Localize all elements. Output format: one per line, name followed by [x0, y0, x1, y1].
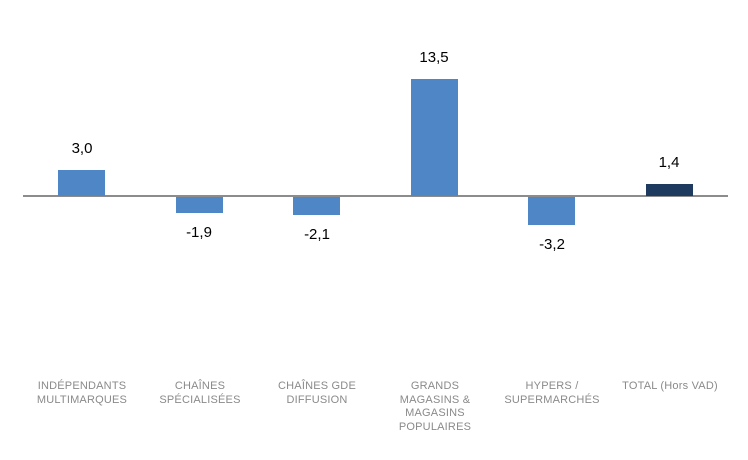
category-label: GRANDS MAGASINS & MAGASINS POPULAIRES — [376, 380, 494, 434]
value-label: -2,1 — [304, 226, 330, 243]
category-label-line: INDÉPENDANTS — [37, 380, 127, 392]
value-label: 1,4 — [658, 154, 680, 171]
category-label-line: TOTAL (Hors VAD) — [622, 380, 718, 392]
category-label: INDÉPENDANTS MULTIMARQUES — [23, 380, 141, 407]
category-label-line: SUPERMARCHÉS — [504, 393, 600, 406]
category-label-line: MAGASINS & — [399, 393, 471, 406]
category-label: CHAÎNES GDE DIFFUSION — [258, 380, 376, 407]
value-label: 3,0 — [71, 140, 93, 157]
category-label-line: HYPERS / — [525, 380, 579, 392]
bar — [176, 197, 223, 213]
category-label-line: CHAÎNES — [174, 380, 226, 392]
category-label-line: DIFFUSION — [286, 393, 348, 406]
category-label-line: MAGASINS — [405, 407, 465, 419]
category-label: TOTAL (Hors VAD) — [611, 380, 729, 394]
category-label-line: POPULAIRES — [398, 420, 472, 433]
bar — [646, 184, 693, 196]
bar — [411, 79, 458, 196]
x-axis-line — [23, 195, 728, 197]
category-label-line: MULTIMARQUES — [36, 393, 128, 406]
category-label: HYPERS / SUPERMARCHÉS — [493, 380, 611, 407]
value-label: -3,2 — [539, 236, 565, 253]
bar — [58, 170, 105, 196]
category-label-line: GRANDS — [410, 380, 460, 392]
category-label-line: CHAÎNES GDE — [278, 380, 356, 392]
bar — [528, 197, 575, 225]
value-label: 13,5 — [419, 49, 449, 66]
value-label: -1,9 — [186, 224, 212, 241]
category-label: CHAÎNES SPÉCIALISÉES — [141, 380, 259, 407]
bar — [293, 197, 340, 215]
category-label-line: SPÉCIALISÉES — [159, 393, 241, 406]
